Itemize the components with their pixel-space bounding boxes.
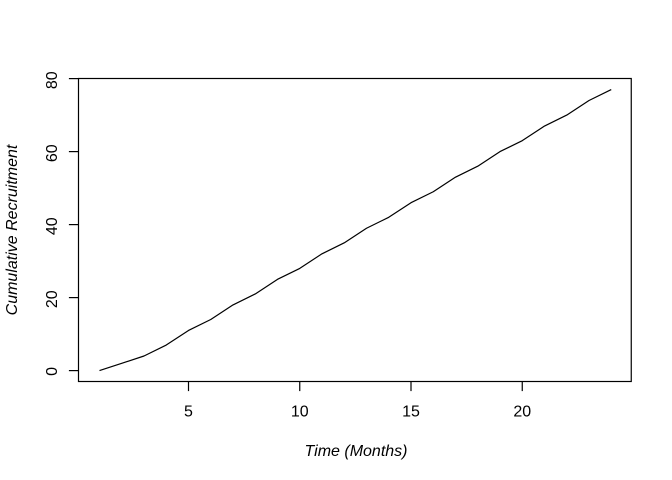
svg-text:60: 60 <box>44 144 61 162</box>
svg-text:40: 40 <box>44 217 61 235</box>
svg-text:15: 15 <box>402 404 420 421</box>
svg-text:80: 80 <box>44 71 61 89</box>
svg-text:20: 20 <box>513 404 531 421</box>
svg-text:Cumulative Recruitment: Cumulative Recruitment <box>4 144 21 315</box>
svg-text:0: 0 <box>44 367 61 376</box>
svg-text:Time (Months): Time (Months) <box>305 443 408 460</box>
svg-text:10: 10 <box>291 404 309 421</box>
svg-text:5: 5 <box>184 404 193 421</box>
svg-text:20: 20 <box>44 290 61 308</box>
